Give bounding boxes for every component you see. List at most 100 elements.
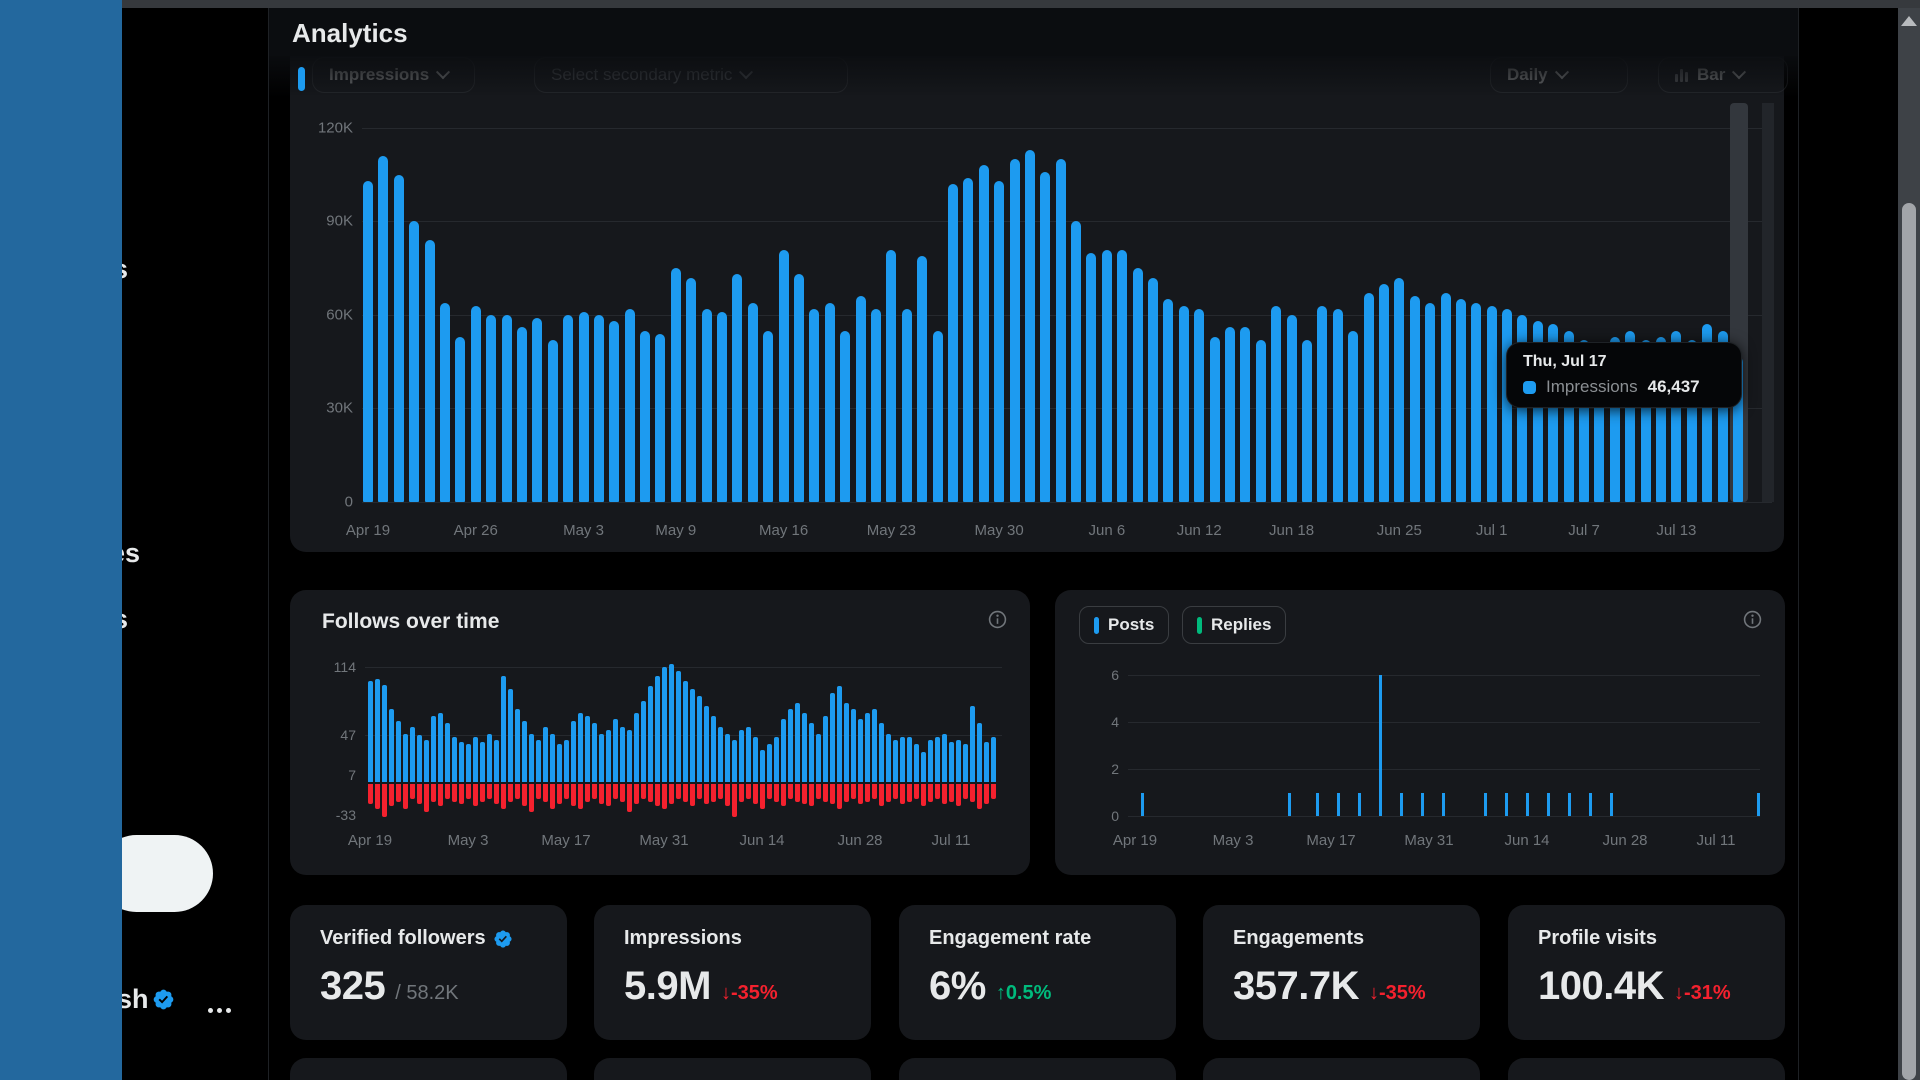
follows-bar[interactable] xyxy=(409,726,415,782)
follows-bar[interactable] xyxy=(668,663,674,782)
impressions-bar[interactable] xyxy=(593,314,604,502)
impressions-bar[interactable] xyxy=(1055,159,1066,502)
unfollows-bar[interactable] xyxy=(444,784,450,800)
follows-bar[interactable] xyxy=(605,729,611,782)
follows-bar[interactable] xyxy=(458,741,464,782)
follows-bar[interactable] xyxy=(626,729,632,782)
unfollows-bar[interactable] xyxy=(969,784,975,803)
unfollows-bar[interactable] xyxy=(640,784,646,800)
unfollows-bar[interactable] xyxy=(521,784,527,807)
impressions-bar[interactable] xyxy=(870,308,881,502)
unfollows-bar[interactable] xyxy=(710,784,716,803)
follows-bar[interactable] xyxy=(962,743,968,782)
unfollows-bar[interactable] xyxy=(871,784,877,800)
impressions-bar[interactable] xyxy=(794,274,804,502)
unfollows-bar[interactable] xyxy=(822,784,828,803)
impressions-bar[interactable] xyxy=(486,314,497,502)
impressions-bar[interactable] xyxy=(378,156,389,502)
follows-bar[interactable] xyxy=(619,726,625,782)
follows-bar[interactable] xyxy=(472,736,478,782)
impressions-bar[interactable] xyxy=(1532,321,1543,502)
impressions-bar[interactable] xyxy=(840,330,851,502)
unfollows-bar[interactable] xyxy=(367,784,373,805)
impressions-bar[interactable] xyxy=(1024,149,1035,502)
posts-bar[interactable] xyxy=(1567,792,1571,816)
follows-bar[interactable] xyxy=(521,721,527,782)
impressions-bar[interactable] xyxy=(1101,249,1112,502)
follows-bar[interactable] xyxy=(367,681,373,782)
follows-bar[interactable] xyxy=(675,671,681,782)
impressions-bar[interactable] xyxy=(947,184,958,502)
impressions-bar[interactable] xyxy=(701,308,712,502)
impressions-bar[interactable] xyxy=(686,277,697,502)
posts-bar[interactable] xyxy=(1609,792,1613,816)
follows-bar[interactable] xyxy=(857,719,863,782)
unfollows-bar[interactable] xyxy=(556,784,562,805)
impressions-bar[interactable] xyxy=(917,255,928,502)
unfollows-bar[interactable] xyxy=(542,784,548,803)
more-icon[interactable] xyxy=(208,1008,231,1013)
unfollows-bar[interactable] xyxy=(612,784,618,800)
unfollows-bar[interactable] xyxy=(605,784,611,807)
unfollows-bar[interactable] xyxy=(703,784,709,805)
follows-bar[interactable] xyxy=(906,736,912,782)
follows-bar[interactable] xyxy=(801,713,807,782)
impressions-bar[interactable] xyxy=(824,302,835,502)
follows-bar[interactable] xyxy=(745,726,751,782)
follows-bar[interactable] xyxy=(507,689,513,782)
impressions-bar[interactable] xyxy=(1255,339,1266,502)
unfollows-bar[interactable] xyxy=(626,784,632,813)
scrollbar-thumb[interactable] xyxy=(1902,203,1916,1080)
unfollows-bar[interactable] xyxy=(864,784,870,803)
impressions-bar[interactable] xyxy=(1455,299,1466,502)
unfollows-bar[interactable] xyxy=(983,784,989,805)
unfollows-bar[interactable] xyxy=(780,784,786,807)
unfollows-bar[interactable] xyxy=(836,784,842,810)
impressions-bar[interactable] xyxy=(578,311,589,502)
impressions-bar[interactable] xyxy=(809,308,820,502)
posts-bar[interactable] xyxy=(1756,792,1760,816)
unfollows-bar[interactable] xyxy=(717,784,723,800)
follows-bar[interactable] xyxy=(738,729,744,782)
follows-bar[interactable] xyxy=(584,716,590,782)
follows-bar[interactable] xyxy=(822,716,828,782)
follows-bar[interactable] xyxy=(682,681,688,782)
unfollows-bar[interactable] xyxy=(654,784,660,807)
impressions-bar[interactable] xyxy=(1732,357,1743,502)
unfollows-bar[interactable] xyxy=(927,784,933,803)
follows-bar[interactable] xyxy=(381,685,387,782)
follows-bar[interactable] xyxy=(486,733,492,782)
impressions-bar[interactable] xyxy=(532,318,543,502)
impressions-bar[interactable] xyxy=(1486,305,1497,502)
impressions-bar[interactable] xyxy=(1240,327,1251,502)
impressions-bar[interactable] xyxy=(855,296,866,502)
unfollows-bar[interactable] xyxy=(724,784,730,807)
unfollows-bar[interactable] xyxy=(570,784,576,807)
unfollows-bar[interactable] xyxy=(437,784,443,807)
unfollows-bar[interactable] xyxy=(388,784,394,807)
unfollows-bar[interactable] xyxy=(647,784,653,803)
unfollows-bar[interactable] xyxy=(682,784,688,803)
impressions-bar[interactable] xyxy=(1348,330,1359,502)
impressions-bar[interactable] xyxy=(624,308,635,502)
follows-bar[interactable] xyxy=(437,713,443,782)
impressions-bar[interactable] xyxy=(932,330,943,502)
unfollows-bar[interactable] xyxy=(857,784,863,805)
impressions-bar[interactable] xyxy=(1332,308,1343,502)
unfollows-bar[interactable] xyxy=(479,784,485,803)
unfollows-bar[interactable] xyxy=(801,784,807,805)
unfollows-bar[interactable] xyxy=(696,784,702,800)
impressions-bar[interactable] xyxy=(1148,277,1159,502)
impressions-bar[interactable] xyxy=(1317,305,1328,502)
impressions-bar[interactable] xyxy=(1609,336,1620,502)
follows-bar[interactable] xyxy=(815,733,821,782)
impressions-bar[interactable] xyxy=(1717,330,1728,502)
impressions-bar[interactable] xyxy=(1301,339,1312,502)
impressions-bar[interactable] xyxy=(732,274,743,502)
follows-bar[interactable] xyxy=(766,743,772,782)
follows-bar[interactable] xyxy=(976,723,982,782)
impressions-bar[interactable] xyxy=(1579,339,1590,502)
unfollows-bar[interactable] xyxy=(458,784,464,805)
impressions-bar[interactable] xyxy=(886,249,897,502)
impressions-bar[interactable] xyxy=(1009,159,1020,502)
